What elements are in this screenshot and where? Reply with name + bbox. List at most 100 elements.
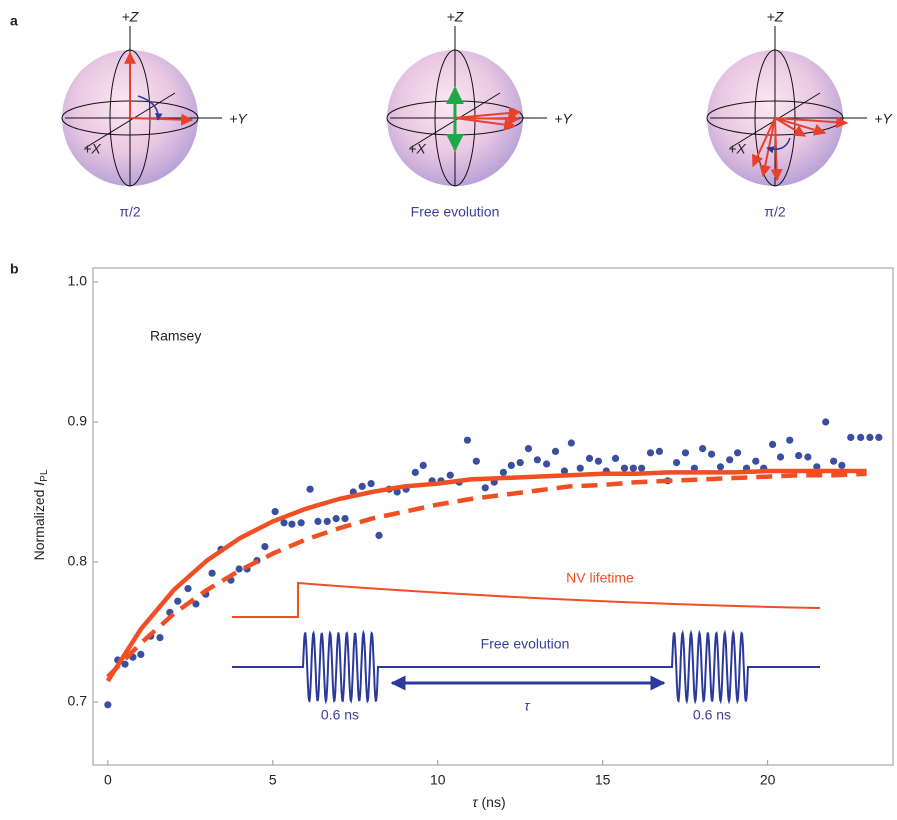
data-point bbox=[104, 701, 112, 709]
data-point bbox=[375, 531, 383, 540]
data-point bbox=[838, 461, 846, 469]
data-point bbox=[314, 517, 322, 526]
x-tick-label: 0 bbox=[104, 772, 112, 788]
data-point bbox=[690, 464, 699, 472]
data-point bbox=[646, 449, 655, 457]
x-label: +X bbox=[728, 141, 746, 157]
data-point bbox=[813, 463, 821, 471]
data-point bbox=[306, 485, 314, 493]
z-label: +Z bbox=[447, 9, 464, 25]
data-point bbox=[323, 517, 331, 526]
data-point bbox=[297, 519, 305, 527]
data-point bbox=[576, 464, 584, 472]
caption: π/2 bbox=[764, 204, 786, 220]
data-point bbox=[551, 447, 560, 455]
panel-label: b bbox=[10, 261, 19, 277]
data-point bbox=[786, 436, 794, 444]
data-point bbox=[611, 454, 620, 462]
y-tick-label: 1.0 bbox=[68, 273, 88, 289]
data-point bbox=[734, 449, 742, 457]
data-point bbox=[585, 454, 594, 462]
data-point bbox=[804, 453, 812, 461]
x-axis bbox=[84, 92, 176, 149]
z-label: +Z bbox=[767, 9, 784, 25]
data-point bbox=[847, 433, 855, 441]
data-point bbox=[629, 464, 637, 472]
data-point bbox=[192, 600, 200, 608]
data-point bbox=[830, 457, 838, 465]
data-point bbox=[367, 480, 375, 488]
data-point bbox=[137, 650, 145, 659]
y-tick-label: 0.9 bbox=[68, 413, 88, 429]
pulse-label: 0.6 ns bbox=[321, 707, 359, 723]
data-point bbox=[499, 468, 507, 476]
panel-label: a bbox=[10, 13, 18, 29]
annotation: Ramsey bbox=[150, 328, 201, 344]
y-tick-label: 0.8 bbox=[68, 553, 88, 569]
data-point bbox=[174, 597, 182, 605]
data-point bbox=[516, 459, 524, 467]
data-point bbox=[341, 515, 349, 523]
x-axis-unit: (ns) bbox=[478, 794, 506, 810]
z-label: +Z bbox=[122, 9, 139, 25]
data-point bbox=[208, 569, 216, 577]
data-point bbox=[543, 460, 551, 468]
data-point bbox=[795, 452, 803, 460]
data-point bbox=[699, 445, 707, 453]
data-point bbox=[620, 464, 629, 472]
rotation bbox=[766, 137, 791, 154]
data-point bbox=[866, 433, 874, 441]
data-point bbox=[507, 461, 515, 469]
y-axis-sub: PL bbox=[39, 469, 50, 482]
lifetime-label: NV lifetime bbox=[566, 570, 634, 586]
data-point bbox=[235, 565, 243, 573]
data-point bbox=[261, 543, 269, 551]
data-point bbox=[271, 508, 279, 516]
data-point bbox=[594, 457, 603, 465]
y-axis-label: Normalized IPL bbox=[31, 469, 50, 560]
caption: π/2 bbox=[119, 204, 141, 220]
data-point bbox=[184, 585, 192, 593]
y-label: +Y bbox=[229, 111, 248, 127]
data-point bbox=[655, 447, 664, 455]
data-point bbox=[875, 433, 883, 441]
y-label: +Y bbox=[874, 111, 893, 127]
caption: Free evolution bbox=[411, 204, 500, 220]
data-point bbox=[481, 484, 489, 492]
data-point bbox=[419, 461, 427, 469]
y-axis-text: Normalized bbox=[31, 486, 47, 561]
y-tick-label: 0.7 bbox=[68, 693, 88, 709]
plot-frame bbox=[92, 267, 894, 766]
data-point bbox=[638, 464, 646, 472]
data-point bbox=[524, 445, 533, 453]
vector bbox=[774, 117, 807, 137]
data-point bbox=[726, 456, 734, 464]
data-point bbox=[472, 457, 480, 465]
data-point bbox=[681, 449, 690, 457]
lifetime-curve bbox=[232, 581, 821, 618]
data-point bbox=[567, 439, 575, 447]
rotation bbox=[137, 95, 163, 121]
tau-label: τ bbox=[524, 698, 530, 714]
data-point bbox=[672, 459, 681, 467]
x-tick-label: 15 bbox=[595, 772, 611, 788]
vector bbox=[774, 117, 827, 136]
x-axis-var: τ bbox=[472, 794, 478, 810]
data-point bbox=[707, 450, 716, 458]
x-label: +X bbox=[83, 141, 101, 157]
data-point bbox=[332, 515, 340, 523]
y-label: +Y bbox=[554, 111, 573, 127]
vector bbox=[454, 117, 517, 131]
vector bbox=[774, 116, 849, 129]
data-point bbox=[463, 436, 472, 444]
data-point bbox=[121, 660, 129, 668]
vector bbox=[752, 117, 776, 168]
pulse-label: 0.6 ns bbox=[693, 707, 731, 723]
evolution-label: Free evolution bbox=[481, 636, 570, 652]
data-point bbox=[156, 634, 164, 642]
x-tick-label: 5 bbox=[269, 772, 277, 788]
fit-line bbox=[105, 468, 867, 683]
data-point bbox=[857, 433, 865, 441]
x-tick-label: 10 bbox=[430, 772, 446, 788]
pulse-sequence bbox=[232, 629, 820, 705]
